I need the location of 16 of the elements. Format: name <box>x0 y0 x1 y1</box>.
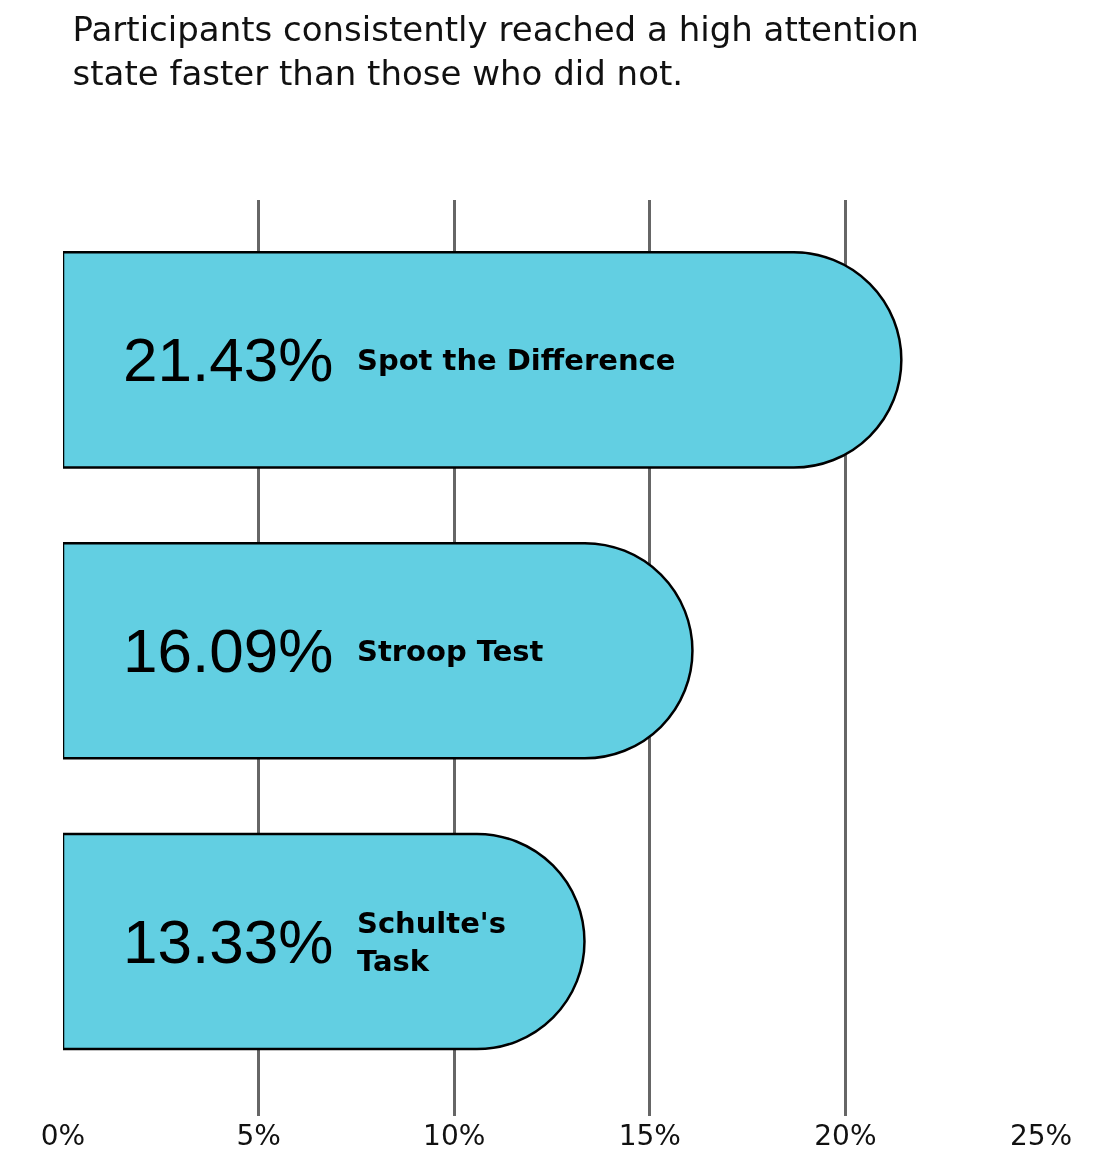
y-tick-label: Spot the Difference <box>357 343 676 377</box>
x-tick-label: 5% <box>236 1119 281 1152</box>
y-tick-label: Schulte's Task <box>357 906 506 978</box>
x-tick-label: 0% <box>40 1119 86 1152</box>
x-tick-label: 20% <box>814 1119 877 1152</box>
x-tick-label: 10% <box>423 1119 486 1152</box>
bar <box>63 541 694 760</box>
data-label: 16.09% <box>123 616 334 685</box>
y-tick-label: Stroop Test <box>357 634 544 668</box>
bar <box>63 832 586 1051</box>
x-tick-label: 25% <box>1009 1119 1073 1152</box>
chart-title: Participants consistently reached a high attention state faster than those who did not. <box>72 9 919 94</box>
data-label: 21.43% <box>123 325 334 394</box>
bar <box>63 251 903 469</box>
data-label: 13.33% <box>123 907 334 976</box>
x-tick-label: 15% <box>618 1119 681 1152</box>
